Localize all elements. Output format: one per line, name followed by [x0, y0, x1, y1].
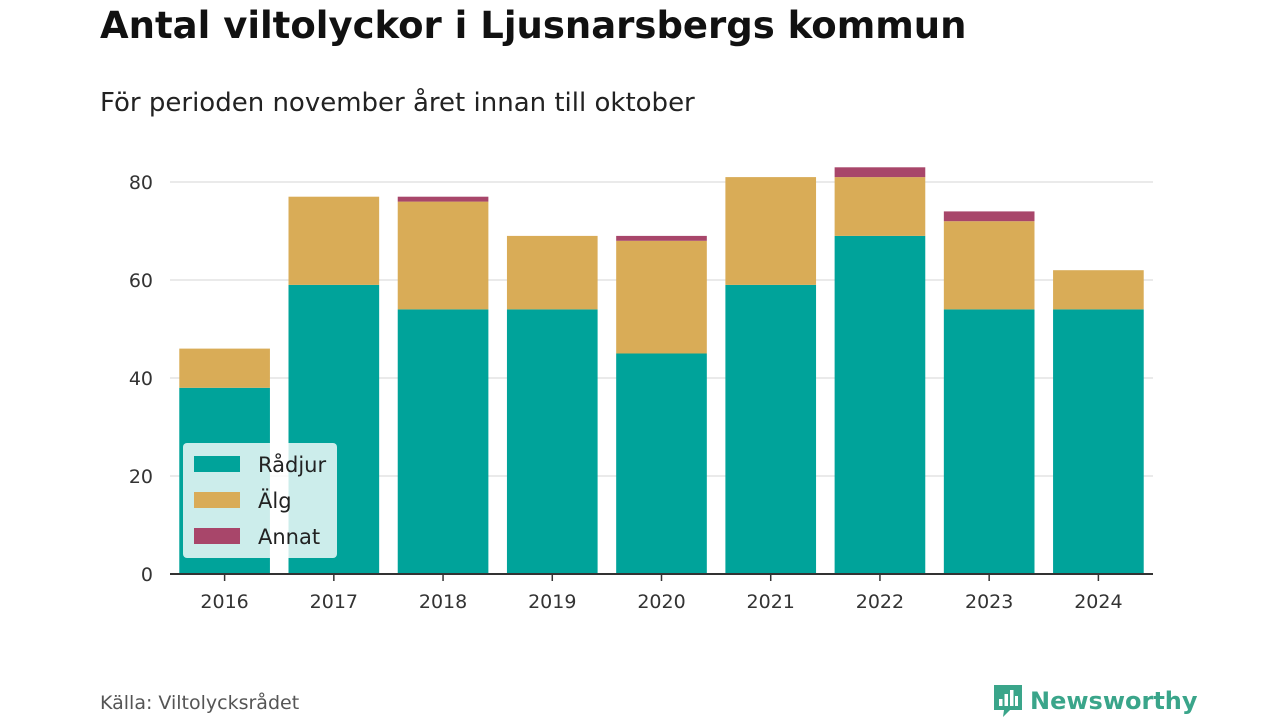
stacked-bar-chart: 0 20 40 60 80 2016 2017 2018 2019 2020 2021 2022 202…	[129, 167, 1153, 613]
legend-label: Annat	[258, 525, 320, 549]
x-tick-label: 2019	[528, 591, 576, 613]
bar-rådjur-2020	[616, 353, 707, 574]
bar-annat-2023	[943, 211, 1035, 222]
bar-rådjur-2023	[943, 309, 1035, 574]
bar-älg-2021	[725, 177, 817, 285]
x-tick-label: 2023	[965, 591, 1013, 613]
y-tick-label: 0	[141, 564, 153, 586]
x-tick-label: 2024	[1074, 591, 1122, 613]
bar-älg-2020	[616, 240, 707, 354]
bar-rådjur-2018	[397, 309, 489, 574]
axes: 0 20 40 60 80 2016 2017 2018 2019 2020 2021 2022 202…	[129, 172, 1153, 613]
bar-älg-2016	[179, 348, 270, 388]
x-tick-label: 2022	[856, 591, 904, 613]
bar-annat-2020	[616, 235, 707, 241]
chart-title: Antal viltolyckor i Ljusnarsbergs kommun	[100, 4, 967, 47]
x-tick-label: 2018	[419, 591, 467, 613]
legend: Rådjur Älg Annat	[183, 443, 337, 558]
legend-label: Älg	[258, 488, 292, 513]
y-tick-label: 40	[129, 368, 153, 390]
brand-name: Newsworthy	[1030, 687, 1198, 715]
y-tick-label: 60	[129, 270, 153, 292]
bar-älg-2023	[943, 221, 1035, 310]
bar-älg-2017	[288, 196, 380, 285]
bar-älg-2024	[1053, 270, 1144, 310]
newsworthy-logo-icon	[994, 685, 1022, 717]
bar-rådjur-2021	[725, 284, 817, 574]
bar-älg-2022	[834, 177, 926, 236]
brand-logo: Newsworthy	[994, 684, 1198, 718]
x-tick-label: 2016	[200, 591, 248, 613]
bar-rådjur-2022	[834, 235, 926, 574]
bar-rådjur-2024	[1053, 309, 1144, 574]
legend-label: Rådjur	[258, 452, 326, 477]
x-tick-label: 2020	[637, 591, 685, 613]
bar-älg-2018	[397, 201, 489, 310]
bar-annat-2022	[834, 167, 926, 178]
legend-swatch-annat	[194, 528, 240, 544]
chart-subtitle: För perioden november året innan till ok…	[100, 88, 695, 118]
legend-swatch-rådjur	[194, 456, 240, 472]
legend-swatch-älg	[194, 492, 240, 508]
bar-annat-2018	[397, 196, 489, 202]
bar-älg-2019	[506, 235, 598, 310]
x-tick-label: 2021	[747, 591, 795, 613]
source-note: Källa: Viltolycksrådet	[100, 692, 300, 714]
y-tick-label: 20	[129, 466, 153, 488]
x-tick-label: 2017	[310, 591, 358, 613]
y-tick-label: 80	[129, 172, 153, 194]
bar-rådjur-2019	[506, 309, 598, 574]
